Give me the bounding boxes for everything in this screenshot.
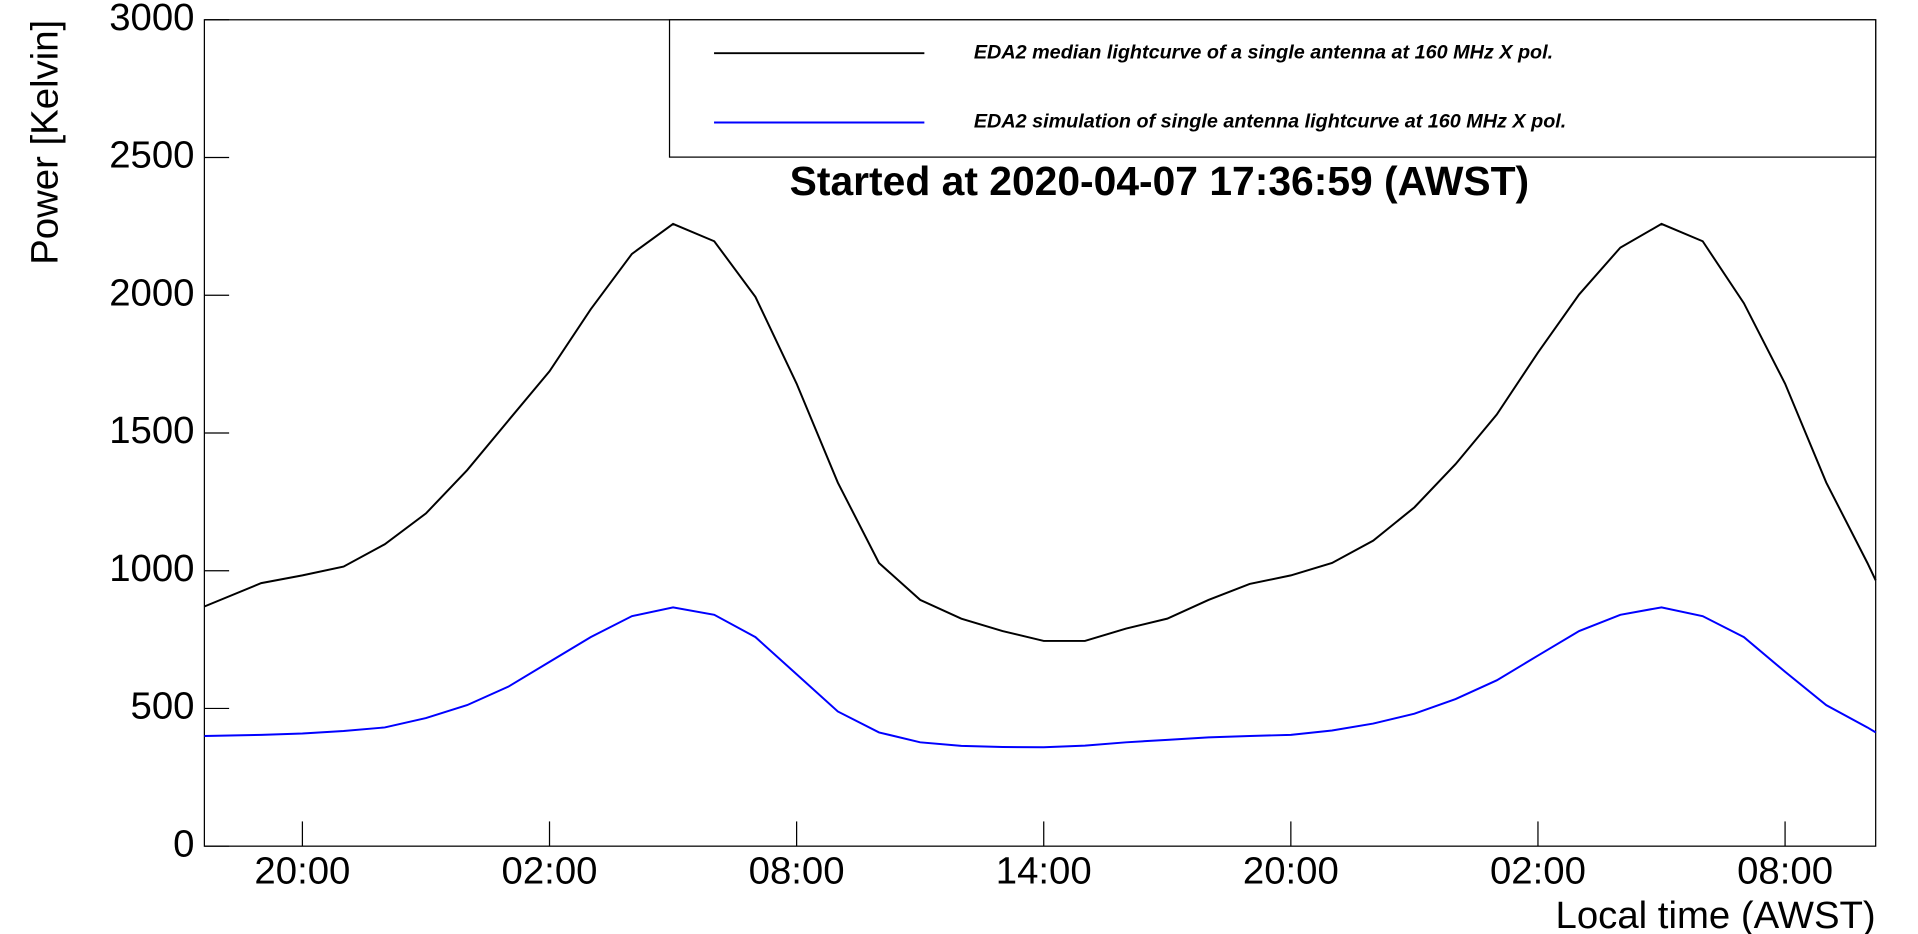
- y-tick-label: 2000: [109, 271, 194, 314]
- data-line: [204, 222, 1877, 642]
- x-tick-label: 08:00: [1737, 850, 1833, 893]
- x-tick-label: 08:00: [749, 850, 845, 893]
- y-tick-label: 0: [173, 822, 194, 865]
- y-tick-label: 1500: [109, 409, 194, 452]
- data-line: [204, 606, 1877, 749]
- y-tick-label: 500: [131, 685, 195, 728]
- x-axis-label: Local time (AWST): [1556, 894, 1876, 934]
- legend-label: EDA2 simulation of single antenna lightc…: [974, 111, 1566, 133]
- y-tick-label: 1000: [109, 547, 194, 590]
- chart-title: Started at 2020-04-07 17:36:59 (AWST): [790, 158, 1529, 204]
- legend-label: EDA2 median lightcurve of a single anten…: [974, 41, 1553, 63]
- legend-box: [668, 19, 1877, 158]
- y-tick-label: 3000: [109, 0, 194, 39]
- x-tick-label: 20:00: [1243, 850, 1339, 893]
- x-tick-label: 14:00: [996, 850, 1092, 893]
- x-tick-label: 02:00: [1490, 850, 1586, 893]
- y-axis-label: Power [Kelvin]: [23, 20, 66, 265]
- x-tick-label: 02:00: [502, 850, 598, 893]
- x-tick-label: 20:00: [254, 850, 350, 893]
- y-tick-label: 2500: [109, 134, 194, 177]
